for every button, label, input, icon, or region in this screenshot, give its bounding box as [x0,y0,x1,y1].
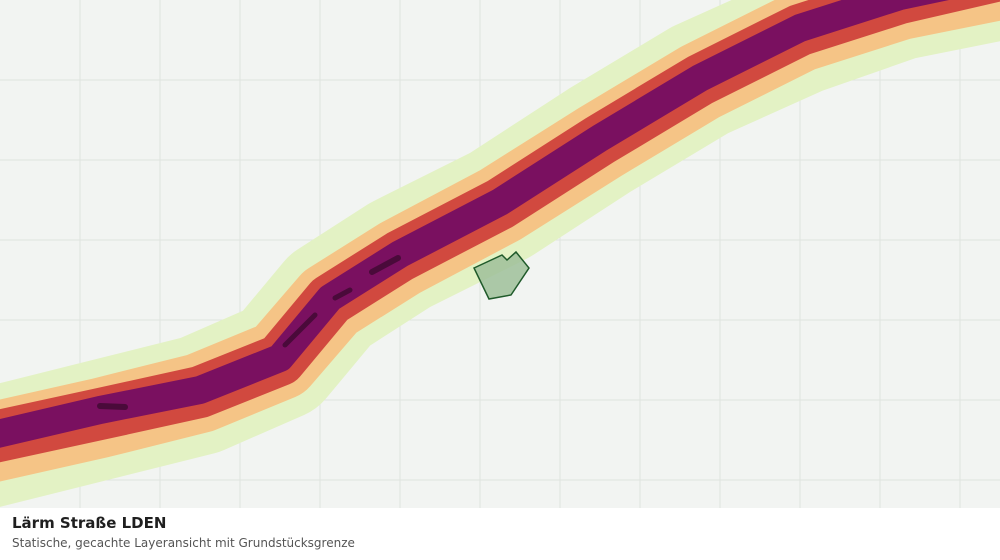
layer-title: Lärm Straße LDEN [12,514,167,532]
noise-band-peak [282,312,318,348]
noise-band-very-high [0,0,950,448]
caption: Lärm Straße LDEN Statische, gecachte Lay… [12,512,992,552]
noise-band-peak [369,255,401,275]
map [0,0,1000,508]
noise-band-peak [332,287,353,301]
noise-bands [0,0,1000,507]
layer-subtitle: Statische, gecachte Layeransicht mit Gru… [12,536,355,550]
parcel-boundary [472,250,530,300]
noise-band-peak [97,403,128,410]
